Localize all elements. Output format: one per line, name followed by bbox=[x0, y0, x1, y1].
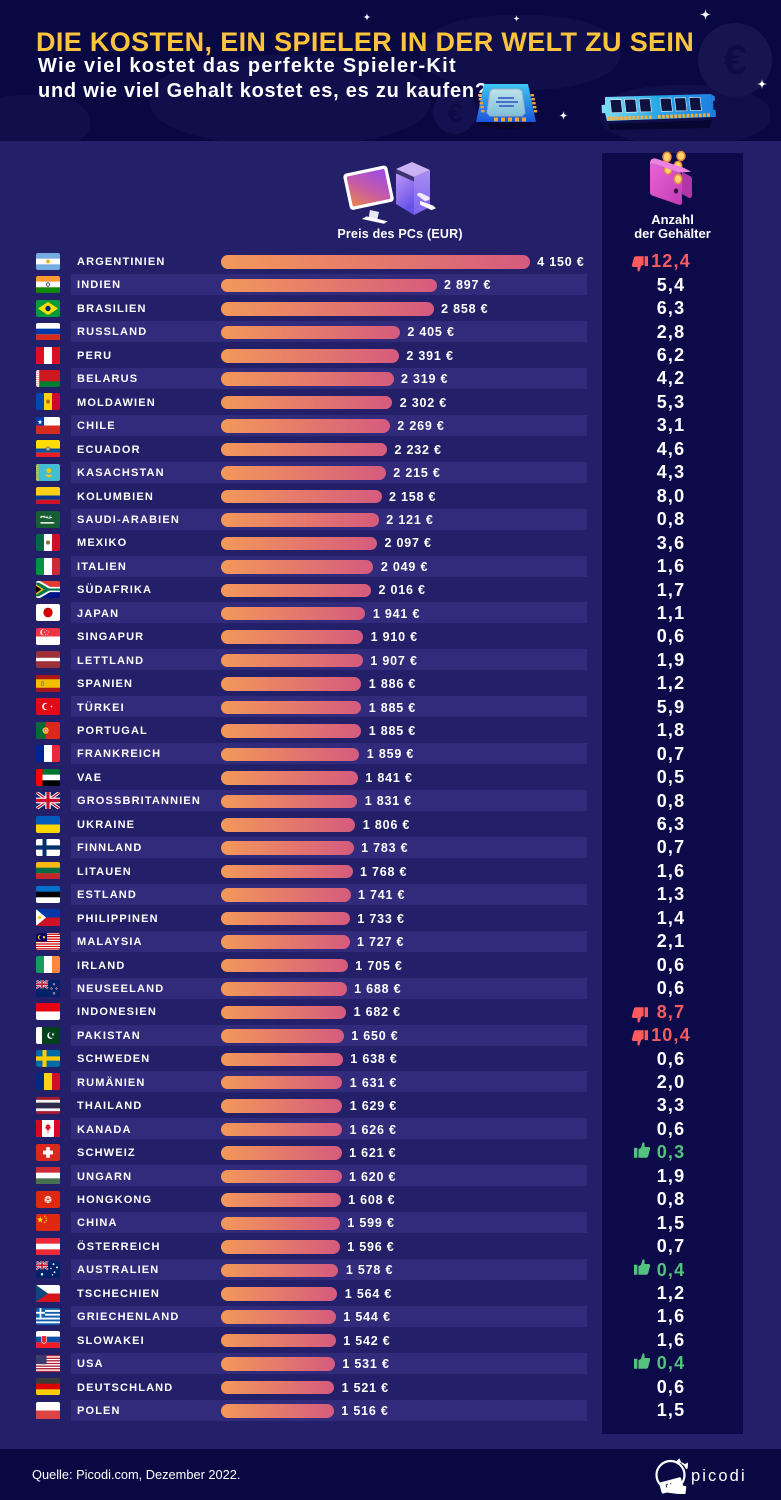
svg-text:€: € bbox=[723, 36, 746, 83]
svg-text:€: € bbox=[448, 98, 462, 128]
